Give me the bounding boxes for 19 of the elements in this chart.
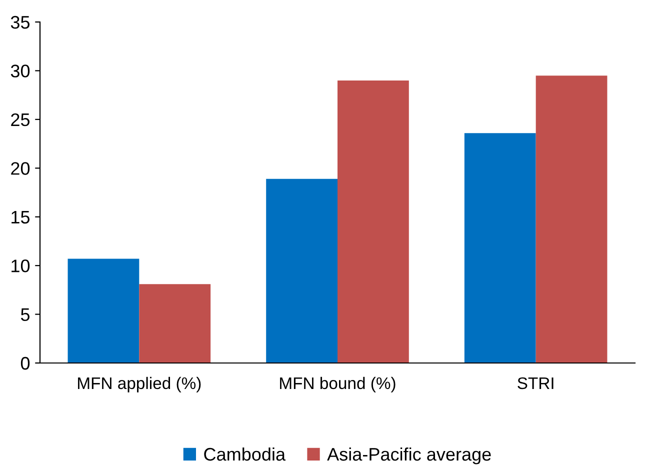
bar <box>139 284 211 363</box>
legend-label: Cambodia <box>204 447 286 461</box>
y-tick-label: 15 <box>12 210 30 224</box>
bar <box>338 80 409 363</box>
bar <box>536 76 608 363</box>
x-tick-label: MFN applied (%) <box>78 376 201 392</box>
y-tick-label: 25 <box>11 113 30 126</box>
y-tick-label: 20 <box>11 162 30 175</box>
y-tick-label: 5 <box>20 308 30 322</box>
bar <box>464 133 536 363</box>
x-tick-label: STRI <box>518 377 554 390</box>
y-tick-label: 10 <box>12 260 30 272</box>
y-tick-label: 35 <box>10 16 30 29</box>
legend-label: Asia-Pacific average <box>327 447 491 464</box>
y-tick-label: 30 <box>10 64 30 78</box>
bar <box>266 178 338 363</box>
y-tick-label: 0 <box>20 356 30 370</box>
x-tick-label: MFN bound (%) <box>280 376 396 392</box>
bar <box>68 258 140 363</box>
